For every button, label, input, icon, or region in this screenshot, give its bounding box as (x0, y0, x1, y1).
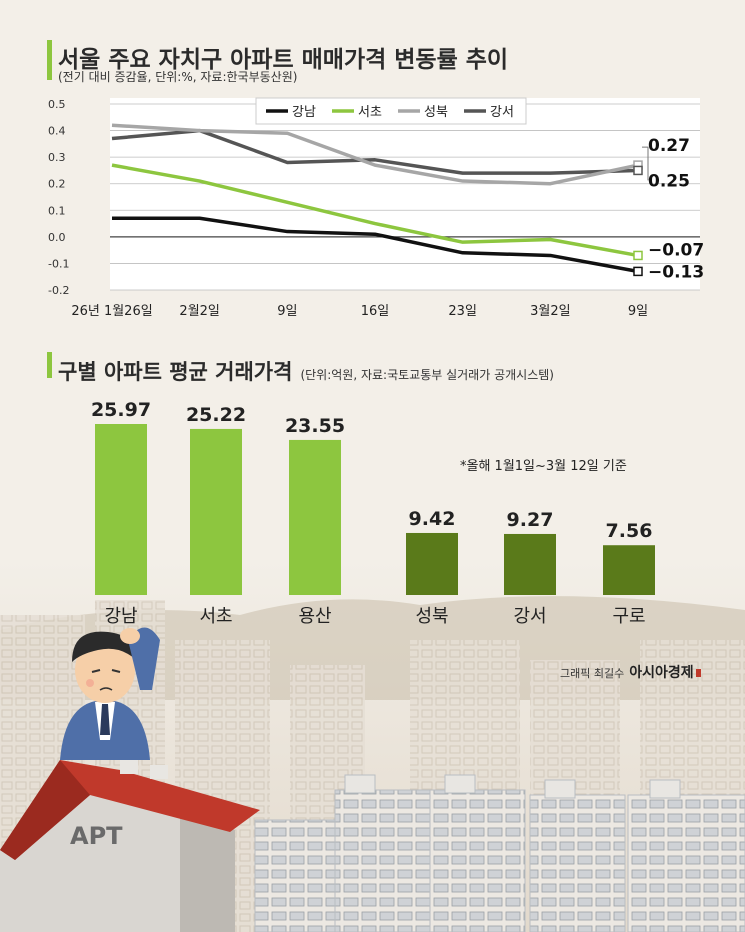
bar-value-label: 23.55 (285, 415, 345, 437)
credit: 그래픽 최길수 아시아경제 (560, 662, 701, 682)
bar-value-label: 7.56 (606, 520, 653, 542)
apt-label: APT (70, 822, 123, 850)
line-chart-title: 서울 주요 자치구 아파트 매매가격 변동률 추이 (58, 47, 509, 73)
series-line-서초 (111, 163, 639, 258)
bar-chart-title: 구별 아파트 평균 거래가격 (58, 360, 293, 384)
y-tick-label: 0.1 (48, 204, 66, 217)
bar-value-label: 25.22 (186, 404, 246, 426)
legend-label: 성북 (424, 105, 448, 120)
bar-category-label: 성북 (415, 606, 448, 627)
bar-category-label: 구로 (612, 606, 645, 627)
bar-category-label: 강남 (104, 606, 137, 627)
end-marker (633, 250, 643, 261)
x-tick-label: 23일 (448, 304, 477, 319)
credit-prefix: 그래픽 최길수 (560, 667, 625, 680)
y-tick-label: 0.2 (48, 178, 66, 191)
line-section-accent-bar (47, 40, 52, 80)
end-value-label: −0.07 (648, 240, 704, 260)
series-line-강남 (112, 216, 639, 274)
line-chart: 0.5 0.4 0.3 0.2 0.1 0.0 -0.1 -0.2 0.27 0.25 −0.07… (48, 97, 704, 319)
bar-chart-title-row: 구별 아파트 평균 거래가격 (단위:억원, 자료:국토교통부 실거래가 공개시… (58, 356, 554, 386)
bar-강서 (504, 533, 556, 595)
legend-label: 강서 (490, 105, 514, 120)
bar-value-label: 9.27 (507, 509, 554, 531)
y-tick-label: 0.3 (48, 151, 66, 164)
bar-chart-subtitle: (단위:억원, 자료:국토교통부 실거래가 공개시스템) (300, 368, 554, 382)
bar-value-label: 25.97 (91, 399, 151, 421)
x-tick-label: 9일 (628, 304, 648, 319)
legend-label: 서초 (358, 105, 382, 120)
x-tick-label: 3월2일 (530, 304, 570, 319)
y-tick-label: -0.2 (48, 284, 69, 297)
y-tick-label: 0.5 (48, 98, 66, 111)
bar-chart: 25.97강남25.22서초23.55용산9.42성북9.27강서7.56구로 … (91, 399, 655, 627)
apt-building (0, 760, 260, 932)
x-tick-label: 16일 (361, 304, 390, 319)
bar-value-label: 9.42 (409, 508, 456, 530)
end-value-label: −0.13 (648, 262, 704, 282)
bar-section-accent-bar (47, 352, 52, 378)
bar-구로 (603, 545, 655, 595)
end-marker (633, 266, 643, 277)
worried-man-illustration (60, 627, 160, 760)
bar-용산 (289, 439, 341, 595)
x-tick-label: 9일 (277, 304, 297, 319)
end-value-label: 0.27 (648, 136, 690, 156)
bar-서초 (190, 428, 242, 595)
series-line-성북 (111, 123, 639, 186)
y-tick-label: -0.1 (48, 257, 69, 270)
x-tick-label: 2월2일 (179, 304, 219, 319)
x-tick-label: 26년 1월26일 (71, 304, 152, 319)
end-marker (633, 165, 643, 176)
bar-chart-note: *올해 1월1일~3월 12일 기준 (460, 459, 627, 474)
bar-강남 (95, 424, 147, 595)
bar-category-label: 용산 (298, 606, 331, 627)
bar-category-label: 강서 (513, 606, 546, 627)
apartment-blocks (254, 774, 745, 932)
end-bracket (642, 146, 649, 181)
end-value-label: 0.25 (648, 171, 690, 191)
bar-category-label: 서초 (199, 606, 232, 627)
y-tick-label: 0.4 (48, 125, 66, 138)
legend-label: 강남 (292, 105, 316, 120)
y-tick-label: 0.0 (48, 231, 66, 244)
line-chart-subtitle: (전기 대비 증감율, 단위:%, 자료:한국부동산원) (58, 70, 298, 84)
bar-성북 (406, 532, 458, 595)
credit-brand: 아시아경제 (629, 665, 694, 681)
brand-logo-icon (695, 669, 701, 677)
